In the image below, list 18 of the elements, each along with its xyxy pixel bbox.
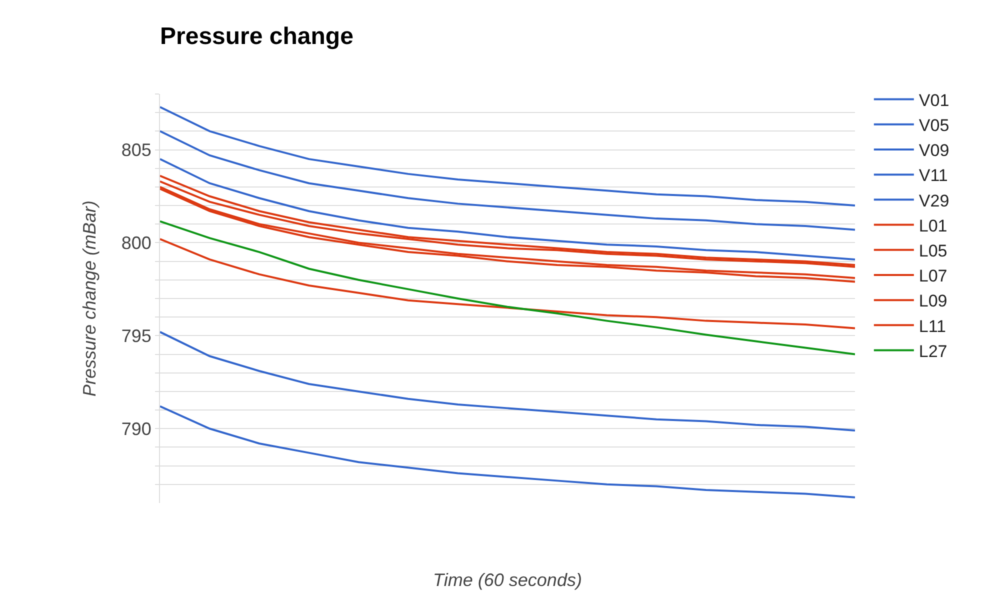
chart-title: Pressure change (160, 22, 354, 50)
legend-label: L11 (918, 316, 946, 336)
y-axis-title: Pressure change (mBar) (80, 200, 100, 397)
legend-label: V01 (918, 90, 950, 110)
x-axis-title: Time (60 seconds) (433, 570, 582, 590)
legend-label: V05 (918, 116, 950, 136)
y-tick-label: 805 (121, 140, 152, 160)
legend-label: L27 (918, 342, 948, 361)
legend-label: L09 (918, 292, 948, 311)
legend-label: V11 (918, 166, 948, 186)
y-tick-label: 795 (121, 326, 152, 346)
legend-label: L07 (918, 266, 948, 286)
legend-label: L05 (918, 242, 948, 261)
y-tick-label: 790 (121, 418, 152, 439)
legend-label: L01 (918, 216, 948, 236)
y-tick-label: 800 (121, 233, 152, 254)
legend-label: V29 (918, 191, 950, 210)
legend-label: V09 (918, 141, 950, 160)
